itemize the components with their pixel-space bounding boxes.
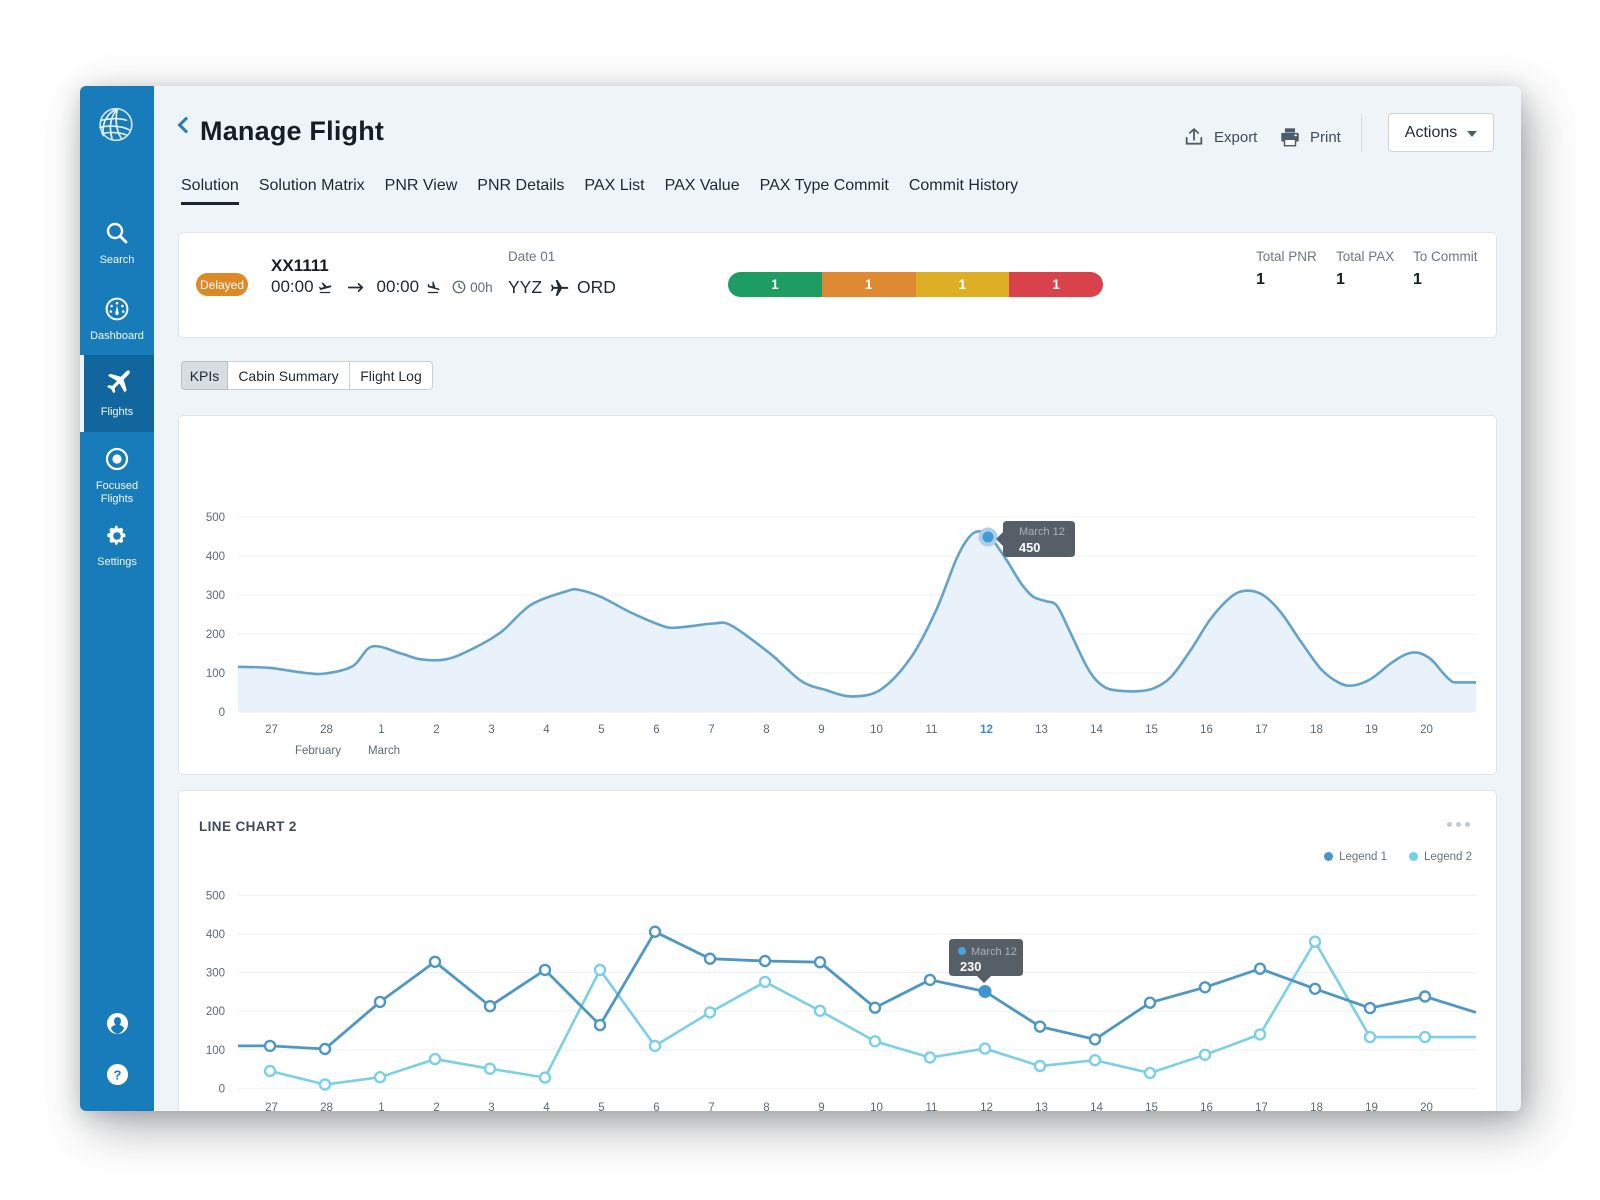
svg-text:March 12: March 12 — [1019, 526, 1065, 538]
svg-text:4: 4 — [543, 724, 550, 736]
svg-text:March 12: March 12 — [971, 946, 1017, 958]
svg-text:17: 17 — [1255, 1102, 1268, 1111]
svg-text:14: 14 — [1090, 724, 1103, 736]
svg-text:10: 10 — [870, 1102, 883, 1111]
svg-text:28: 28 — [320, 1102, 333, 1111]
svg-text:5: 5 — [598, 1102, 604, 1111]
svg-text:1: 1 — [378, 724, 384, 736]
svg-text:18: 18 — [1310, 724, 1323, 736]
svg-text:9: 9 — [818, 724, 824, 736]
svg-text:4: 4 — [543, 1102, 550, 1111]
svg-text:9: 9 — [818, 1102, 824, 1111]
svg-text:19: 19 — [1365, 724, 1378, 736]
svg-text:8: 8 — [763, 1102, 769, 1111]
svg-text:20: 20 — [1420, 724, 1433, 736]
svg-text:6: 6 — [653, 724, 659, 736]
svg-text:7: 7 — [708, 1102, 714, 1111]
svg-text:27: 27 — [265, 724, 278, 736]
svg-text:300: 300 — [206, 968, 225, 980]
svg-text:11: 11 — [926, 724, 938, 736]
svg-text:2: 2 — [433, 724, 439, 736]
svg-text:100: 100 — [206, 668, 225, 680]
svg-text:28: 28 — [320, 724, 333, 736]
svg-text:15: 15 — [1145, 1102, 1158, 1111]
svg-text:2: 2 — [433, 1102, 439, 1111]
svg-text:500: 500 — [206, 512, 225, 524]
svg-text:10: 10 — [870, 724, 883, 736]
svg-text:500: 500 — [206, 890, 225, 902]
svg-text:18: 18 — [1310, 1102, 1323, 1111]
svg-text:February: February — [295, 745, 341, 757]
svg-text:0: 0 — [219, 707, 225, 719]
svg-text:11: 11 — [926, 1102, 938, 1111]
svg-text:14: 14 — [1090, 1102, 1103, 1111]
svg-text:15: 15 — [1145, 724, 1158, 736]
svg-text:400: 400 — [206, 551, 225, 563]
svg-text:3: 3 — [488, 1102, 494, 1111]
svg-text:12: 12 — [980, 724, 993, 736]
svg-text:7: 7 — [708, 724, 714, 736]
svg-text:17: 17 — [1255, 724, 1268, 736]
svg-text:200: 200 — [206, 1006, 225, 1018]
svg-text:3: 3 — [488, 724, 494, 736]
svg-text:March: March — [368, 745, 400, 757]
svg-text:20: 20 — [1420, 1102, 1433, 1111]
svg-text:8: 8 — [763, 724, 769, 736]
svg-text:1: 1 — [378, 1102, 384, 1111]
svg-text:300: 300 — [206, 590, 225, 602]
svg-text:5: 5 — [598, 724, 604, 736]
svg-text:230: 230 — [960, 959, 981, 974]
svg-text:?: ? — [113, 1067, 121, 1082]
svg-text:12: 12 — [980, 1102, 993, 1111]
svg-text:0: 0 — [219, 1083, 225, 1095]
svg-text:400: 400 — [206, 929, 225, 941]
svg-text:16: 16 — [1200, 1102, 1213, 1111]
svg-text:200: 200 — [206, 629, 225, 641]
svg-text:6: 6 — [653, 1102, 659, 1111]
svg-text:27: 27 — [265, 1102, 278, 1111]
svg-text:450: 450 — [1019, 540, 1040, 555]
svg-text:19: 19 — [1365, 1102, 1378, 1111]
svg-text:16: 16 — [1200, 724, 1213, 736]
svg-text:13: 13 — [1035, 724, 1048, 736]
svg-text:100: 100 — [206, 1045, 225, 1057]
svg-text:13: 13 — [1035, 1102, 1048, 1111]
